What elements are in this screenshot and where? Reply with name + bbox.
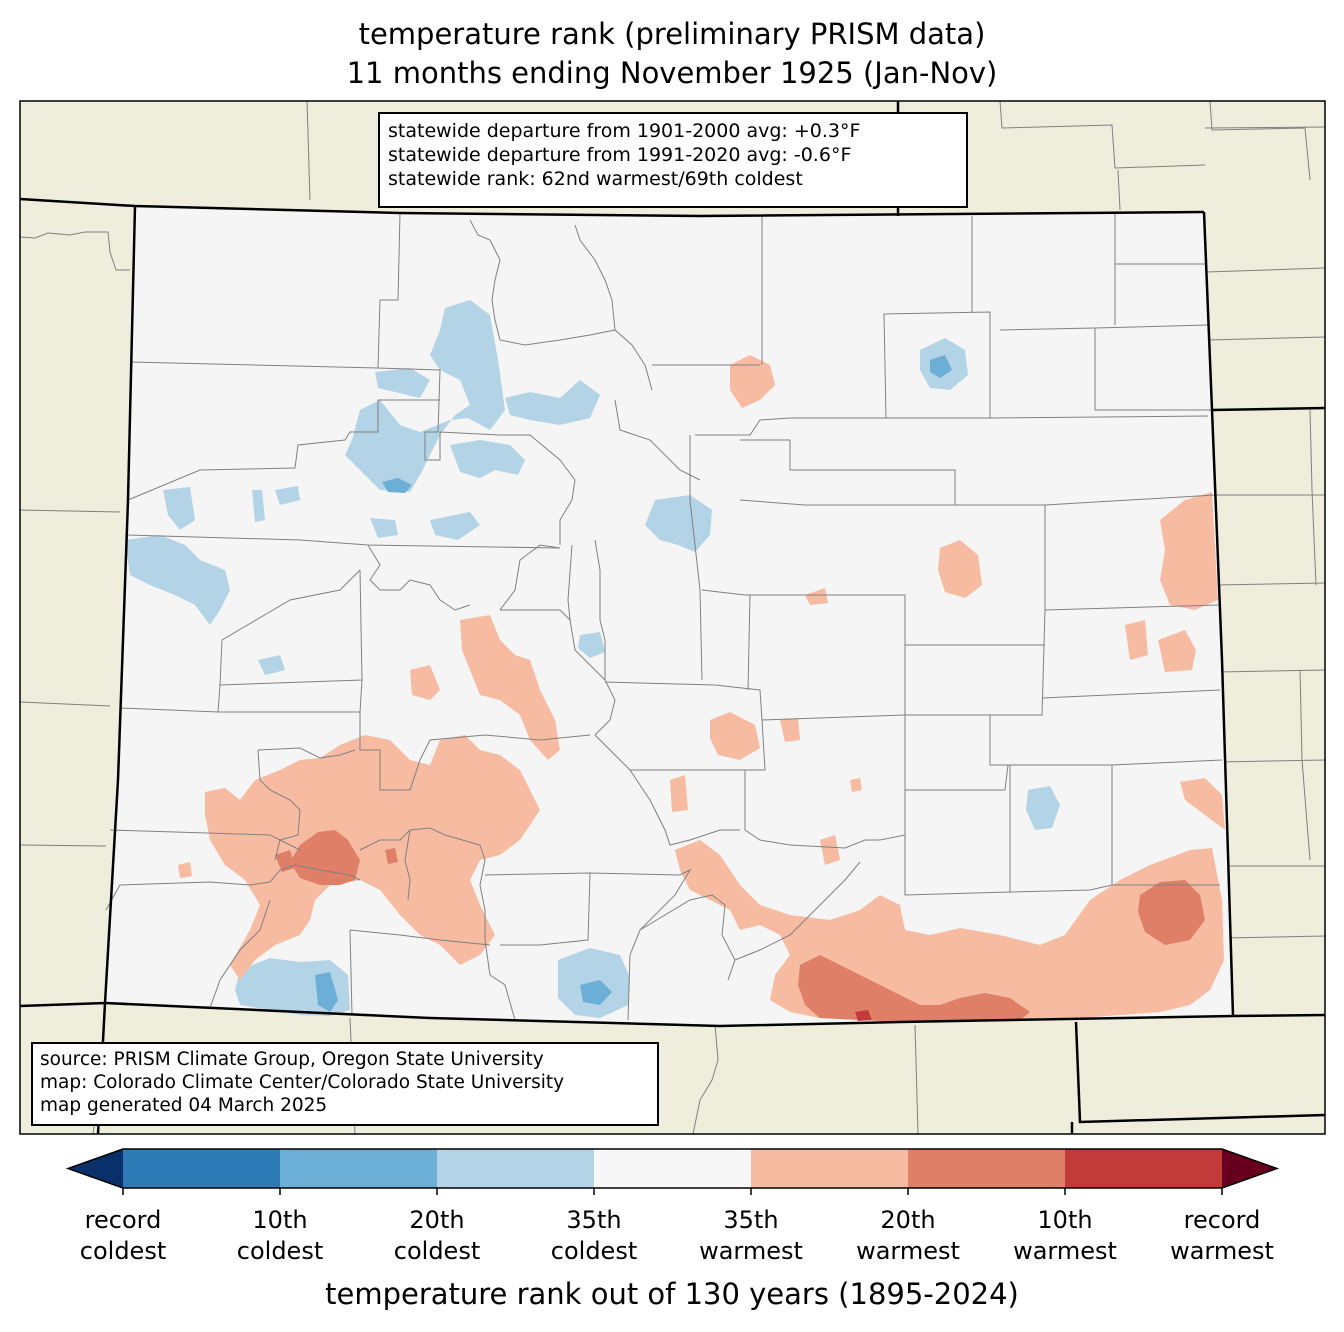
colorbar-tick-label: 35th warmest xyxy=(676,1205,826,1267)
colorbar-tick-label: 20th warmest xyxy=(833,1205,983,1267)
tick-label-direction: warmest xyxy=(856,1237,960,1265)
colorbar-extension-warm xyxy=(1222,1149,1277,1188)
tick-label-direction: coldest xyxy=(393,1237,481,1265)
tick-label-direction: coldest xyxy=(236,1237,324,1265)
tick-label-rank: 10th xyxy=(252,1206,308,1234)
colorbar xyxy=(65,1148,1280,1195)
cold-anomaly-cores xyxy=(315,355,952,1012)
tick-label-direction: warmest xyxy=(1013,1237,1117,1265)
warm-anomaly-peak xyxy=(855,1010,872,1021)
tick-label-direction: warmest xyxy=(699,1237,803,1265)
colorbar-segment xyxy=(908,1149,1066,1188)
colorbar-tick-label: 35th coldest xyxy=(519,1205,669,1267)
colorbar-segment xyxy=(437,1149,595,1188)
map-title-line2: 11 months ending November 1925 (Jan-Nov) xyxy=(346,56,998,90)
tick-label-rank: 35th xyxy=(723,1206,779,1234)
tick-label-rank: 20th xyxy=(409,1206,465,1234)
colorbar-tick-label: 10th coldest xyxy=(205,1205,355,1267)
stats-statewide-rank: statewide rank: 62nd warmest/69th coldes… xyxy=(388,168,803,190)
source-line: source: PRISM Climate Group, Oregon Stat… xyxy=(40,1049,544,1070)
colorbar-segment xyxy=(123,1149,281,1188)
cold-anomaly-areas xyxy=(125,300,1060,1018)
stats-departure-1901-2000: statewide departure from 1901-2000 avg: … xyxy=(388,120,861,142)
tick-label-direction: warmest xyxy=(1170,1237,1274,1265)
tick-label-rank: 20th xyxy=(880,1206,936,1234)
map-generated-line: map generated 04 March 2025 xyxy=(40,1095,328,1116)
map-credit-line: map: Colorado Climate Center/Colorado St… xyxy=(40,1072,565,1093)
colorbar-title: temperature rank out of 130 years (1895-… xyxy=(325,1277,1019,1311)
tick-label-rank: 10th xyxy=(1037,1206,1093,1234)
tick-label-rank: record xyxy=(1183,1206,1261,1234)
colorbar-tick-label: 10th warmest xyxy=(990,1205,1140,1267)
map-frame xyxy=(19,100,1326,1135)
stats-departure-1991-2020: statewide departure from 1991-2020 avg: … xyxy=(388,144,852,166)
colorbar-segment xyxy=(280,1149,438,1188)
colorbar-tick-label: 20th coldest xyxy=(362,1205,512,1267)
tick-label-rank: record xyxy=(84,1206,162,1234)
county-lines xyxy=(105,212,1223,1021)
warm-anomaly-cores xyxy=(275,830,1205,1022)
colorbar-segment xyxy=(1065,1149,1223,1188)
colorbar-segment xyxy=(594,1149,752,1188)
colorbar-tick-label: record warmest xyxy=(1147,1205,1297,1267)
colorbar-segment xyxy=(751,1149,909,1188)
colorbar-tick-label: record coldest xyxy=(48,1205,198,1267)
colorbar-extension-cold xyxy=(68,1149,123,1188)
tick-label-direction: coldest xyxy=(79,1237,167,1265)
tick-label-direction: coldest xyxy=(550,1237,638,1265)
map-title-line1: temperature rank (preliminary PRISM data… xyxy=(358,17,986,51)
neighbor-county-lines xyxy=(19,100,1326,1135)
source-credit-box: source: PRISM Climate Group, Oregon Stat… xyxy=(31,1042,659,1126)
tick-label-rank: 35th xyxy=(566,1206,622,1234)
statewide-stats-box: statewide departure from 1901-2000 avg: … xyxy=(378,112,968,208)
